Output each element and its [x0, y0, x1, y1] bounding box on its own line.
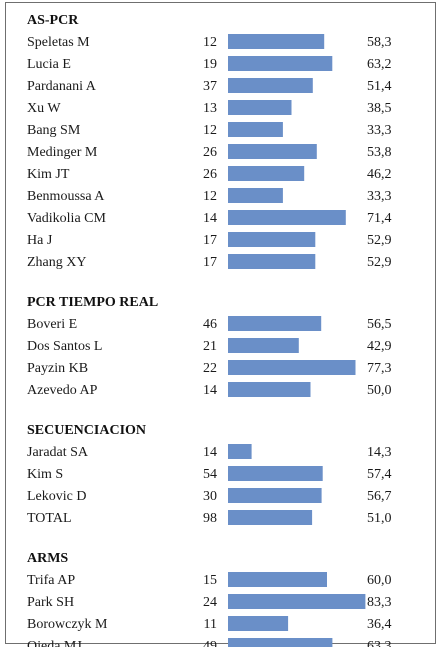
bar-benmoussa-a — [228, 188, 283, 203]
bar-lucia-e — [228, 56, 333, 71]
row-n-lekovic-d: 30 — [203, 489, 217, 504]
row-value-boveri-e: 56,5 — [367, 317, 392, 332]
row-label-speletas-m: Speletas M — [27, 35, 90, 50]
row-value-jaradat-sa: 14,3 — [367, 445, 392, 460]
row-n-park-sh: 24 — [203, 595, 217, 610]
bar-total — [228, 510, 313, 525]
row-n-zhang-xy: 17 — [203, 255, 217, 270]
chart-frame — [5, 2, 436, 644]
row-value-trifa-ap: 60,0 — [367, 573, 392, 588]
row-label-ha-j: Ha J — [27, 233, 53, 248]
row-n-bang-sm: 12 — [203, 123, 217, 138]
row-n-benmoussa-a: 12 — [203, 189, 217, 204]
row-n-kim-s: 54 — [203, 467, 217, 482]
row-n-borowczyk-m: 11 — [204, 617, 217, 632]
row-value-benmoussa-a: 33,3 — [367, 189, 392, 204]
bar-kim-s — [228, 466, 323, 481]
row-n-boveri-e: 46 — [203, 317, 217, 332]
row-n-xu-w: 13 — [203, 101, 217, 116]
row-value-dos-santos-l: 42,9 — [367, 339, 392, 354]
row-value-kim-s: 57,4 — [367, 467, 392, 482]
row-value-park-sh: 83,3 — [367, 595, 392, 610]
row-n-ha-j: 17 — [203, 233, 217, 248]
bar-medinger-m — [228, 144, 317, 159]
row-value-payzin-kb: 77,3 — [367, 361, 392, 376]
bar-trifa-ap — [228, 572, 327, 587]
row-n-lucia-e: 19 — [203, 57, 217, 72]
row-n-medinger-m: 26 — [203, 145, 217, 160]
row-label-benmoussa-a: Benmoussa A — [27, 189, 105, 204]
row-label-payzin-kb: Payzin KB — [27, 361, 88, 376]
row-value-borowczyk-m: 36,4 — [367, 617, 392, 632]
row-n-vadikolia-cm: 14 — [203, 211, 217, 226]
row-label-pardanani-a: Pardanani A — [27, 79, 97, 94]
bar-ha-j — [228, 232, 316, 247]
row-value-lekovic-d: 56,7 — [367, 489, 392, 504]
row-label-lekovic-d: Lekovic D — [27, 489, 86, 504]
row-value-xu-w: 38,5 — [367, 101, 392, 116]
row-n-jaradat-sa: 14 — [203, 445, 217, 460]
bar-lekovic-d — [228, 488, 322, 503]
row-label-zhang-xy: Zhang XY — [27, 255, 87, 270]
row-value-total: 51,0 — [367, 511, 392, 526]
row-value-ojeda-mj: 63,3 — [367, 639, 392, 647]
row-value-zhang-xy: 52,9 — [367, 255, 392, 270]
row-n-kim-jt: 26 — [203, 167, 217, 182]
row-label-bang-sm: Bang SM — [27, 123, 81, 138]
bar-speletas-m — [228, 34, 325, 49]
group-heading-arms: ARMS — [27, 551, 68, 566]
bar-dos-santos-l — [228, 338, 299, 353]
row-n-speletas-m: 12 — [203, 35, 217, 50]
row-value-medinger-m: 53,8 — [367, 145, 392, 160]
bar-pardanani-a — [228, 78, 313, 93]
row-n-ojeda-mj: 49 — [203, 639, 217, 647]
row-value-bang-sm: 33,3 — [367, 123, 392, 138]
row-label-xu-w: Xu W — [27, 101, 61, 116]
bar-ojeda-mj — [228, 638, 333, 647]
bar-borowczyk-m — [228, 616, 289, 631]
bar-park-sh — [228, 594, 366, 609]
row-n-total: 98 — [203, 511, 217, 526]
row-n-pardanani-a: 37 — [203, 79, 217, 94]
row-value-azevedo-ap: 50,0 — [367, 383, 392, 398]
bar-payzin-kb — [228, 360, 356, 375]
row-n-dos-santos-l: 21 — [203, 339, 217, 354]
bar-boveri-e — [228, 316, 322, 331]
bar-zhang-xy — [228, 254, 316, 269]
group-heading-secuenciacion: SECUENCIACION — [27, 423, 146, 438]
row-value-kim-jt: 46,2 — [367, 167, 392, 182]
row-value-ha-j: 52,9 — [367, 233, 392, 248]
row-label-park-sh: Park SH — [27, 595, 74, 610]
row-label-medinger-m: Medinger M — [27, 145, 98, 160]
bar-bang-sm — [228, 122, 283, 137]
row-label-kim-jt: Kim JT — [27, 167, 70, 182]
row-value-vadikolia-cm: 71,4 — [367, 211, 392, 226]
row-value-pardanani-a: 51,4 — [367, 79, 392, 94]
group-heading-pcr-tiempo-real: PCR TIEMPO REAL — [27, 295, 158, 310]
row-label-vadikolia-cm: Vadikolia CM — [27, 211, 106, 226]
row-label-boveri-e: Boveri E — [27, 317, 77, 332]
row-label-kim-s: Kim S — [27, 467, 63, 482]
row-label-lucia-e: Lucia E — [27, 57, 71, 72]
row-label-jaradat-sa: Jaradat SA — [27, 445, 89, 460]
bar-vadikolia-cm — [228, 210, 346, 225]
bar-azevedo-ap — [228, 382, 311, 397]
row-value-lucia-e: 63,2 — [367, 57, 392, 72]
bar-jaradat-sa — [228, 444, 252, 459]
row-n-payzin-kb: 22 — [203, 361, 217, 376]
row-label-total: TOTAL — [27, 511, 72, 526]
row-label-borowczyk-m: Borowczyk M — [27, 617, 108, 632]
group-heading-as-pcr: AS-PCR — [27, 13, 79, 28]
bar-kim-jt — [228, 166, 305, 181]
row-label-trifa-ap: Trifa AP — [27, 573, 75, 588]
row-label-azevedo-ap: Azevedo AP — [27, 383, 98, 398]
row-value-speletas-m: 58,3 — [367, 35, 392, 50]
row-label-ojeda-mj: Ojeda MJ — [27, 639, 82, 647]
row-n-trifa-ap: 15 — [203, 573, 217, 588]
row-n-azevedo-ap: 14 — [203, 383, 217, 398]
row-label-dos-santos-l: Dos Santos L — [27, 339, 102, 354]
bar-xu-w — [228, 100, 292, 115]
